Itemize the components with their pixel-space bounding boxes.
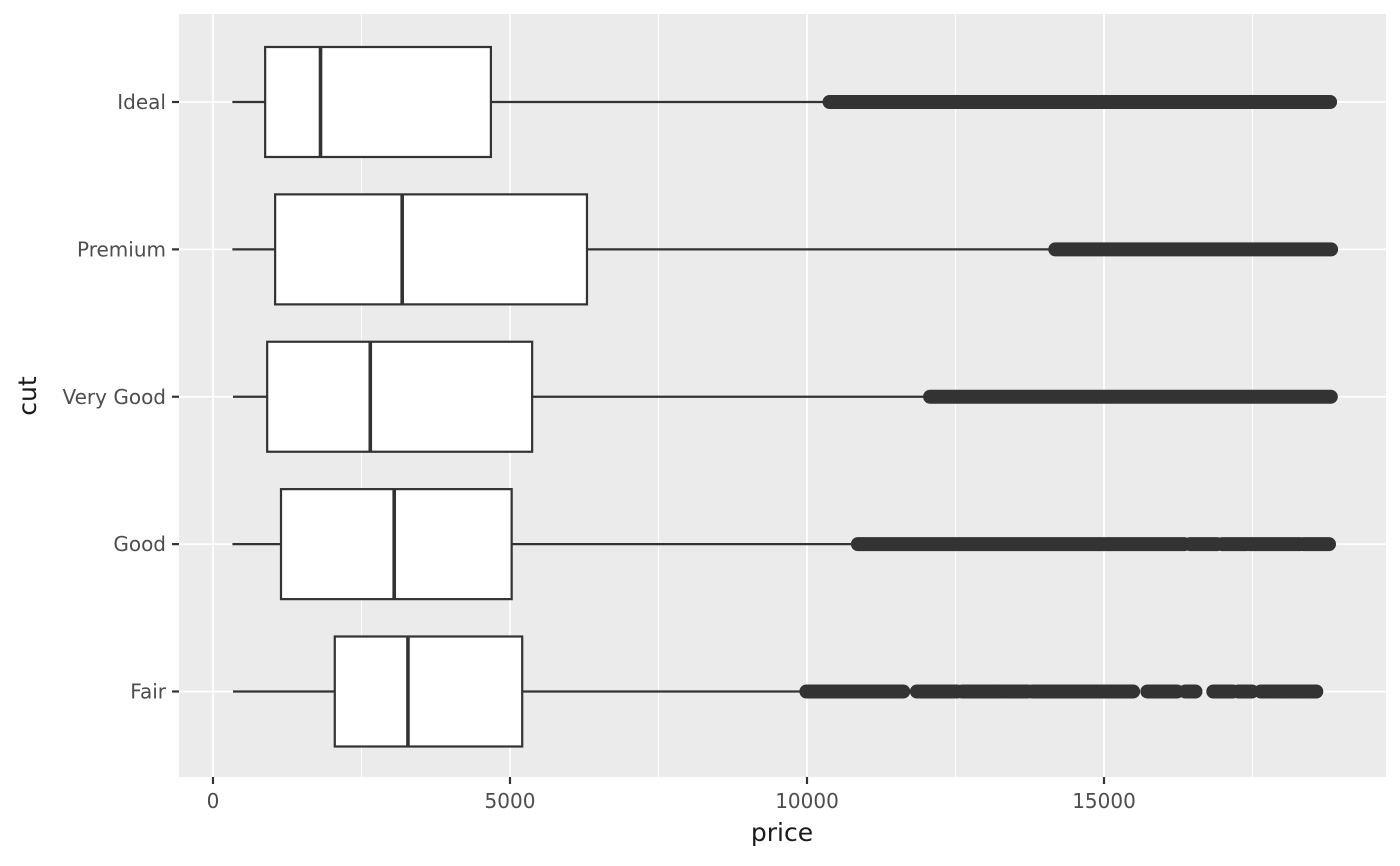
x-tick-label-1: 5000 (485, 789, 536, 813)
outliers-fair-run-2 (955, 684, 1011, 699)
outliers-good-run-3 (1242, 537, 1308, 552)
outliers-fair-run-4 (1025, 684, 1141, 699)
y-tick-label-premium: Premium (77, 237, 166, 261)
box-very-good (266, 340, 534, 453)
x-tick-label-3: 15000 (1072, 789, 1136, 813)
x-axis-title: price (751, 818, 813, 847)
outliers-fair-run-12 (1298, 684, 1324, 699)
y-tick-label-good: Good (113, 532, 166, 556)
y-tick-label-fair: Fair (130, 680, 166, 704)
box-ideal (264, 45, 493, 159)
x-tick-label-0: 0 (207, 789, 220, 813)
outliers-good-run-4 (1296, 537, 1337, 552)
outliers-good-run-1 (1183, 537, 1224, 552)
y-axis-title: cut (13, 376, 42, 416)
outliers-fair-run-8 (1231, 684, 1259, 699)
outliers-good-run-0 (850, 537, 1192, 552)
x-tick-label-2: 10000 (775, 789, 839, 813)
outliers-fair-run-5 (1140, 684, 1185, 699)
y-tick-label-ideal: Ideal (117, 90, 166, 114)
outliers-premium-run-0 (1048, 242, 1339, 257)
outliers-fair-run-0 (799, 684, 911, 699)
outliers-fair-run-7 (1206, 684, 1240, 699)
outliers-fair-run-6 (1178, 684, 1203, 699)
outliers-fair-run-3 (998, 684, 1035, 699)
outliers-fair-run-1 (909, 684, 965, 699)
outliers-ideal-run-0 (822, 95, 1338, 109)
outliers-very-good-run-0 (923, 389, 1338, 404)
y-tick-label-very-good: Very Good (62, 385, 166, 409)
box-good (279, 488, 513, 601)
box-fair (333, 635, 524, 748)
box-premium (274, 193, 589, 306)
